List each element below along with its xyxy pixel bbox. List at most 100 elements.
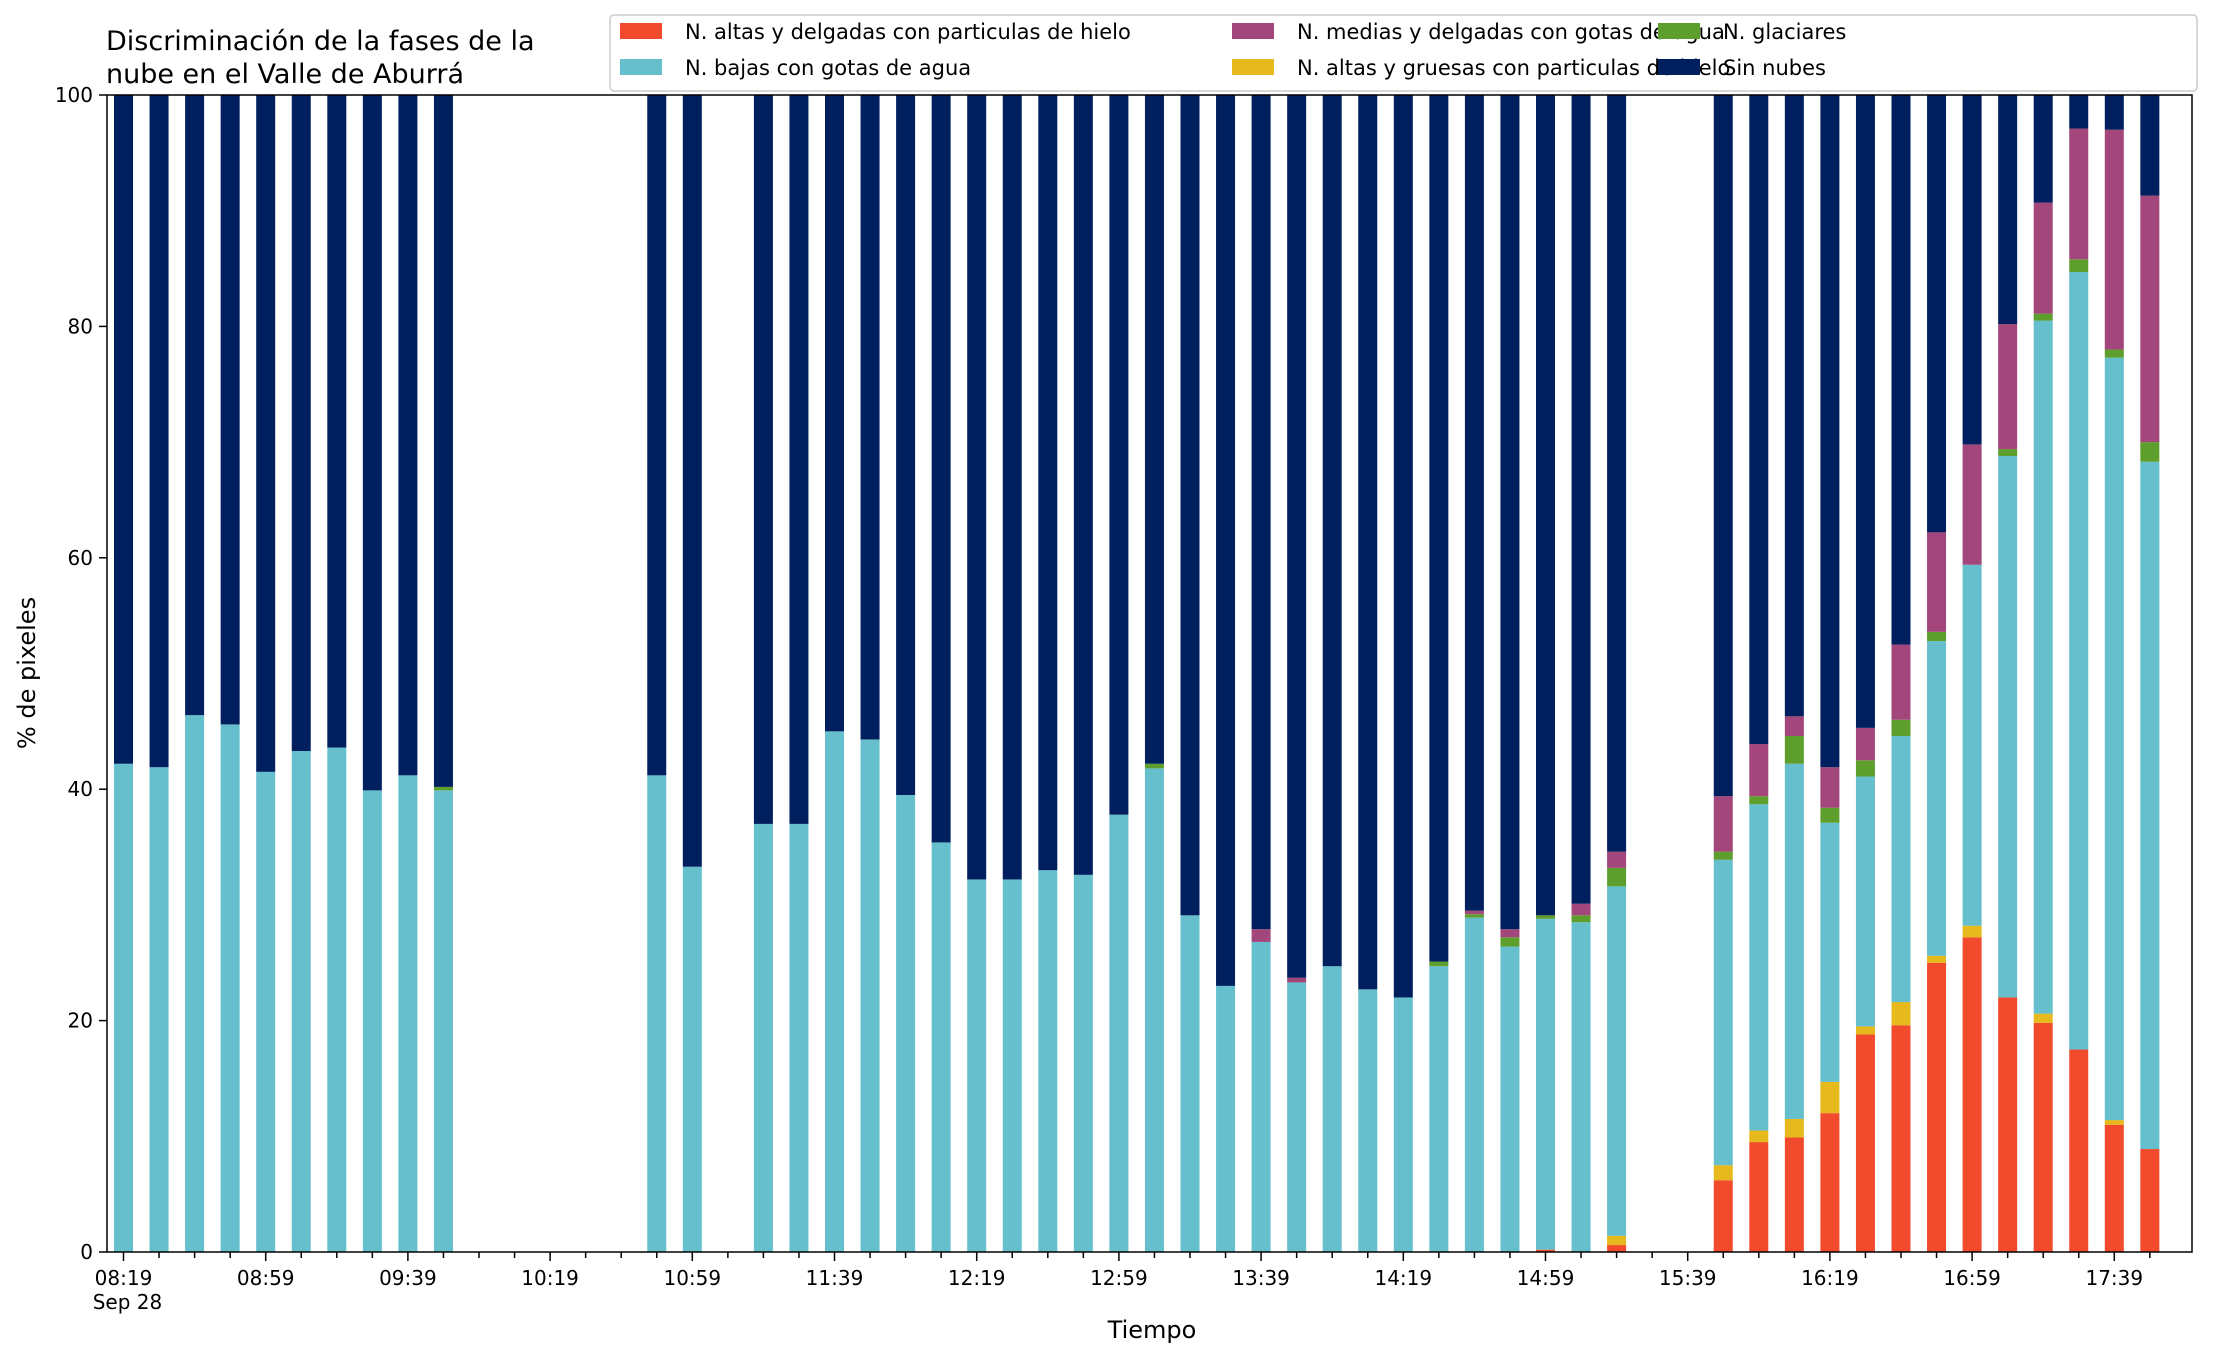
x-tick-label: 10:59 xyxy=(663,1266,721,1290)
bar-stack xyxy=(1002,95,1022,1252)
bar-segment xyxy=(1571,915,1591,923)
legend-swatch xyxy=(1658,23,1700,39)
bar-segment xyxy=(2140,95,2160,196)
bar-segment xyxy=(1536,915,1555,919)
bar-stack xyxy=(1927,95,1947,1252)
bar-segment xyxy=(1536,95,1555,916)
bar-segment xyxy=(1251,941,1271,1252)
bar-segment xyxy=(1749,804,1769,1131)
bar-stack xyxy=(1571,95,1591,1252)
bar-stack xyxy=(398,95,418,1252)
bar-segment xyxy=(1927,95,1947,533)
x-tick-label: 13:39 xyxy=(1232,1266,1290,1290)
bar-stack xyxy=(2140,95,2160,1252)
legend-swatch xyxy=(1232,23,1274,39)
bar-segment xyxy=(2033,1022,2053,1252)
bar-stack xyxy=(1784,95,1804,1252)
bar-segment xyxy=(1998,997,2018,1252)
plot-frame xyxy=(106,94,2193,1253)
bar-segment xyxy=(1109,814,1129,1252)
bar-segment xyxy=(1607,867,1627,887)
bar-stack xyxy=(1251,95,1271,1252)
bar-segment xyxy=(1607,851,1627,868)
bar-segment xyxy=(2140,195,2160,443)
bar-segment xyxy=(753,95,773,824)
bar-segment xyxy=(647,775,667,1252)
bar-segment xyxy=(1713,95,1733,797)
bar-segment xyxy=(2104,1120,2124,1125)
x-tick-label: 14:19 xyxy=(1374,1266,1432,1290)
x-tick-label: 11:39 xyxy=(806,1266,864,1290)
bar-segment xyxy=(1998,95,2018,325)
bar-segment xyxy=(114,763,133,1252)
bar-segment xyxy=(860,739,880,1252)
bar-stack xyxy=(2033,95,2053,1252)
bar-segment xyxy=(896,794,916,1252)
y-axis: 0 20 40 60 80 100 xyxy=(55,83,107,1264)
bar-segment xyxy=(2033,95,2053,203)
bar-segment xyxy=(1500,937,1520,947)
bar-segment xyxy=(1891,719,1911,736)
bar-segment xyxy=(1038,95,1058,871)
bar-segment xyxy=(1784,735,1804,764)
bar-segment xyxy=(1393,997,1413,1252)
bar-segment xyxy=(149,95,169,768)
legend-swatch xyxy=(620,59,662,75)
bar-segment xyxy=(114,95,133,764)
bar-stack xyxy=(114,95,133,1252)
x-axis-label: Tiempo xyxy=(1107,1316,1197,1344)
bar-segment xyxy=(1429,966,1449,1252)
y-tick-label: 80 xyxy=(68,314,93,338)
bar-stack xyxy=(1109,95,1129,1252)
bar-segment xyxy=(2104,349,2124,358)
bar-segment xyxy=(398,95,418,776)
bar-segment xyxy=(1749,1142,1769,1252)
bar-segment xyxy=(2033,1013,2053,1023)
legend-label: N. altas y delgadas con particulas de hi… xyxy=(685,20,1131,44)
bar-segment xyxy=(1927,955,1947,963)
bar-stack xyxy=(149,95,169,1252)
bar-segment xyxy=(967,95,987,880)
bar-segment xyxy=(1429,95,1449,962)
bar-stack xyxy=(433,95,453,1252)
bar-segment xyxy=(1891,735,1911,1003)
bar-segment xyxy=(1749,796,1769,805)
bar-stack xyxy=(789,95,809,1252)
bar-segment xyxy=(1749,1130,1769,1143)
bar-segment xyxy=(1927,532,1947,632)
bar-stack xyxy=(753,95,773,1252)
bar-segment xyxy=(1820,95,1840,768)
bar-stack xyxy=(1073,95,1093,1252)
legend-label: N. glaciares xyxy=(1723,20,1846,44)
legend-entry: N. medias y delgadas con gotas de agua xyxy=(1232,20,1725,44)
bar-segment xyxy=(825,95,844,732)
bar-segment xyxy=(1358,989,1378,1252)
bar-segment xyxy=(1287,95,1307,978)
y-tick-label: 40 xyxy=(68,777,93,801)
bar-segment xyxy=(1464,910,1484,915)
bar-segment xyxy=(1855,1026,1875,1035)
bar-segment xyxy=(1287,982,1307,1252)
bar-segment xyxy=(398,775,418,1252)
bar-segment xyxy=(1429,961,1449,967)
bar-stack xyxy=(185,95,205,1252)
bar-segment xyxy=(1855,776,1875,1027)
bar-segment xyxy=(1713,1165,1733,1181)
bar-segment xyxy=(433,786,453,791)
bar-segment xyxy=(1891,1025,1911,1252)
bars-layer xyxy=(114,95,2160,1252)
bar-segment xyxy=(825,731,844,1252)
bar-stack xyxy=(1180,95,1200,1252)
bar-segment xyxy=(1855,727,1875,761)
bar-segment xyxy=(1891,1002,1911,1026)
legend-swatch xyxy=(620,23,662,39)
bar-segment xyxy=(2104,129,2124,350)
bar-segment xyxy=(327,747,347,1252)
bar-segment xyxy=(1820,822,1840,1082)
bar-segment xyxy=(1002,95,1022,880)
bar-segment xyxy=(362,95,382,791)
bar-segment xyxy=(291,95,311,752)
bar-segment xyxy=(1144,95,1164,764)
bar-segment xyxy=(1216,95,1236,986)
